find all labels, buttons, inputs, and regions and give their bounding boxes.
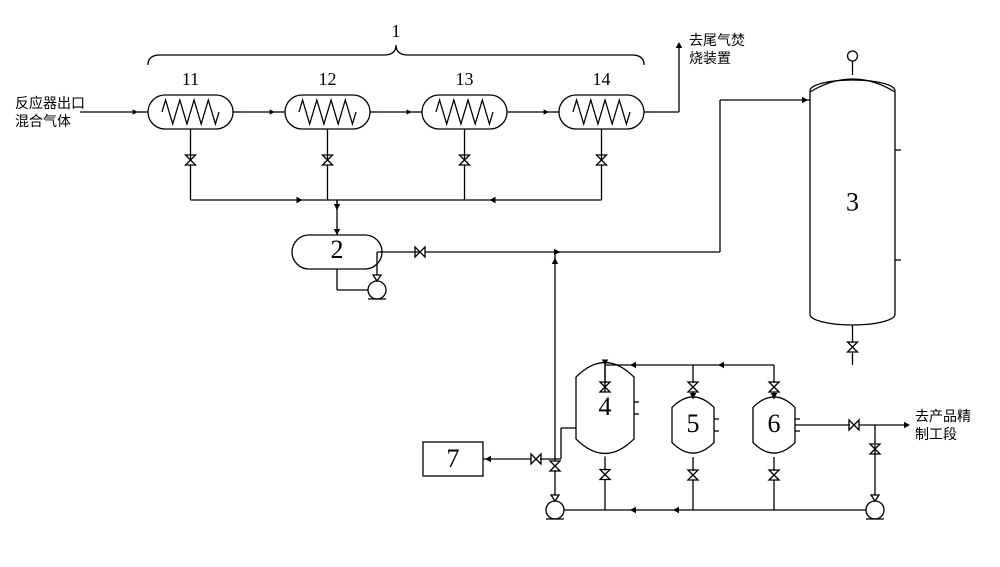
svg-text:6: 6 [768, 409, 781, 438]
svg-text:4: 4 [599, 392, 612, 421]
svg-text:11: 11 [182, 69, 199, 89]
svg-text:13: 13 [456, 69, 474, 89]
svg-text:5: 5 [687, 409, 700, 438]
svg-text:混合气体: 混合气体 [15, 114, 71, 130]
svg-text:去尾气焚: 去尾气焚 [689, 33, 745, 49]
svg-text:1: 1 [392, 21, 401, 41]
svg-text:7: 7 [447, 444, 460, 473]
svg-text:制工段: 制工段 [915, 427, 957, 443]
svg-text:12: 12 [319, 69, 337, 89]
svg-text:去产品精: 去产品精 [915, 409, 971, 425]
svg-text:反应器出口: 反应器出口 [15, 95, 85, 112]
svg-text:2: 2 [331, 235, 344, 264]
svg-text:14: 14 [593, 69, 611, 89]
svg-text:3: 3 [846, 188, 859, 217]
svg-text:烧装置: 烧装置 [689, 51, 731, 67]
